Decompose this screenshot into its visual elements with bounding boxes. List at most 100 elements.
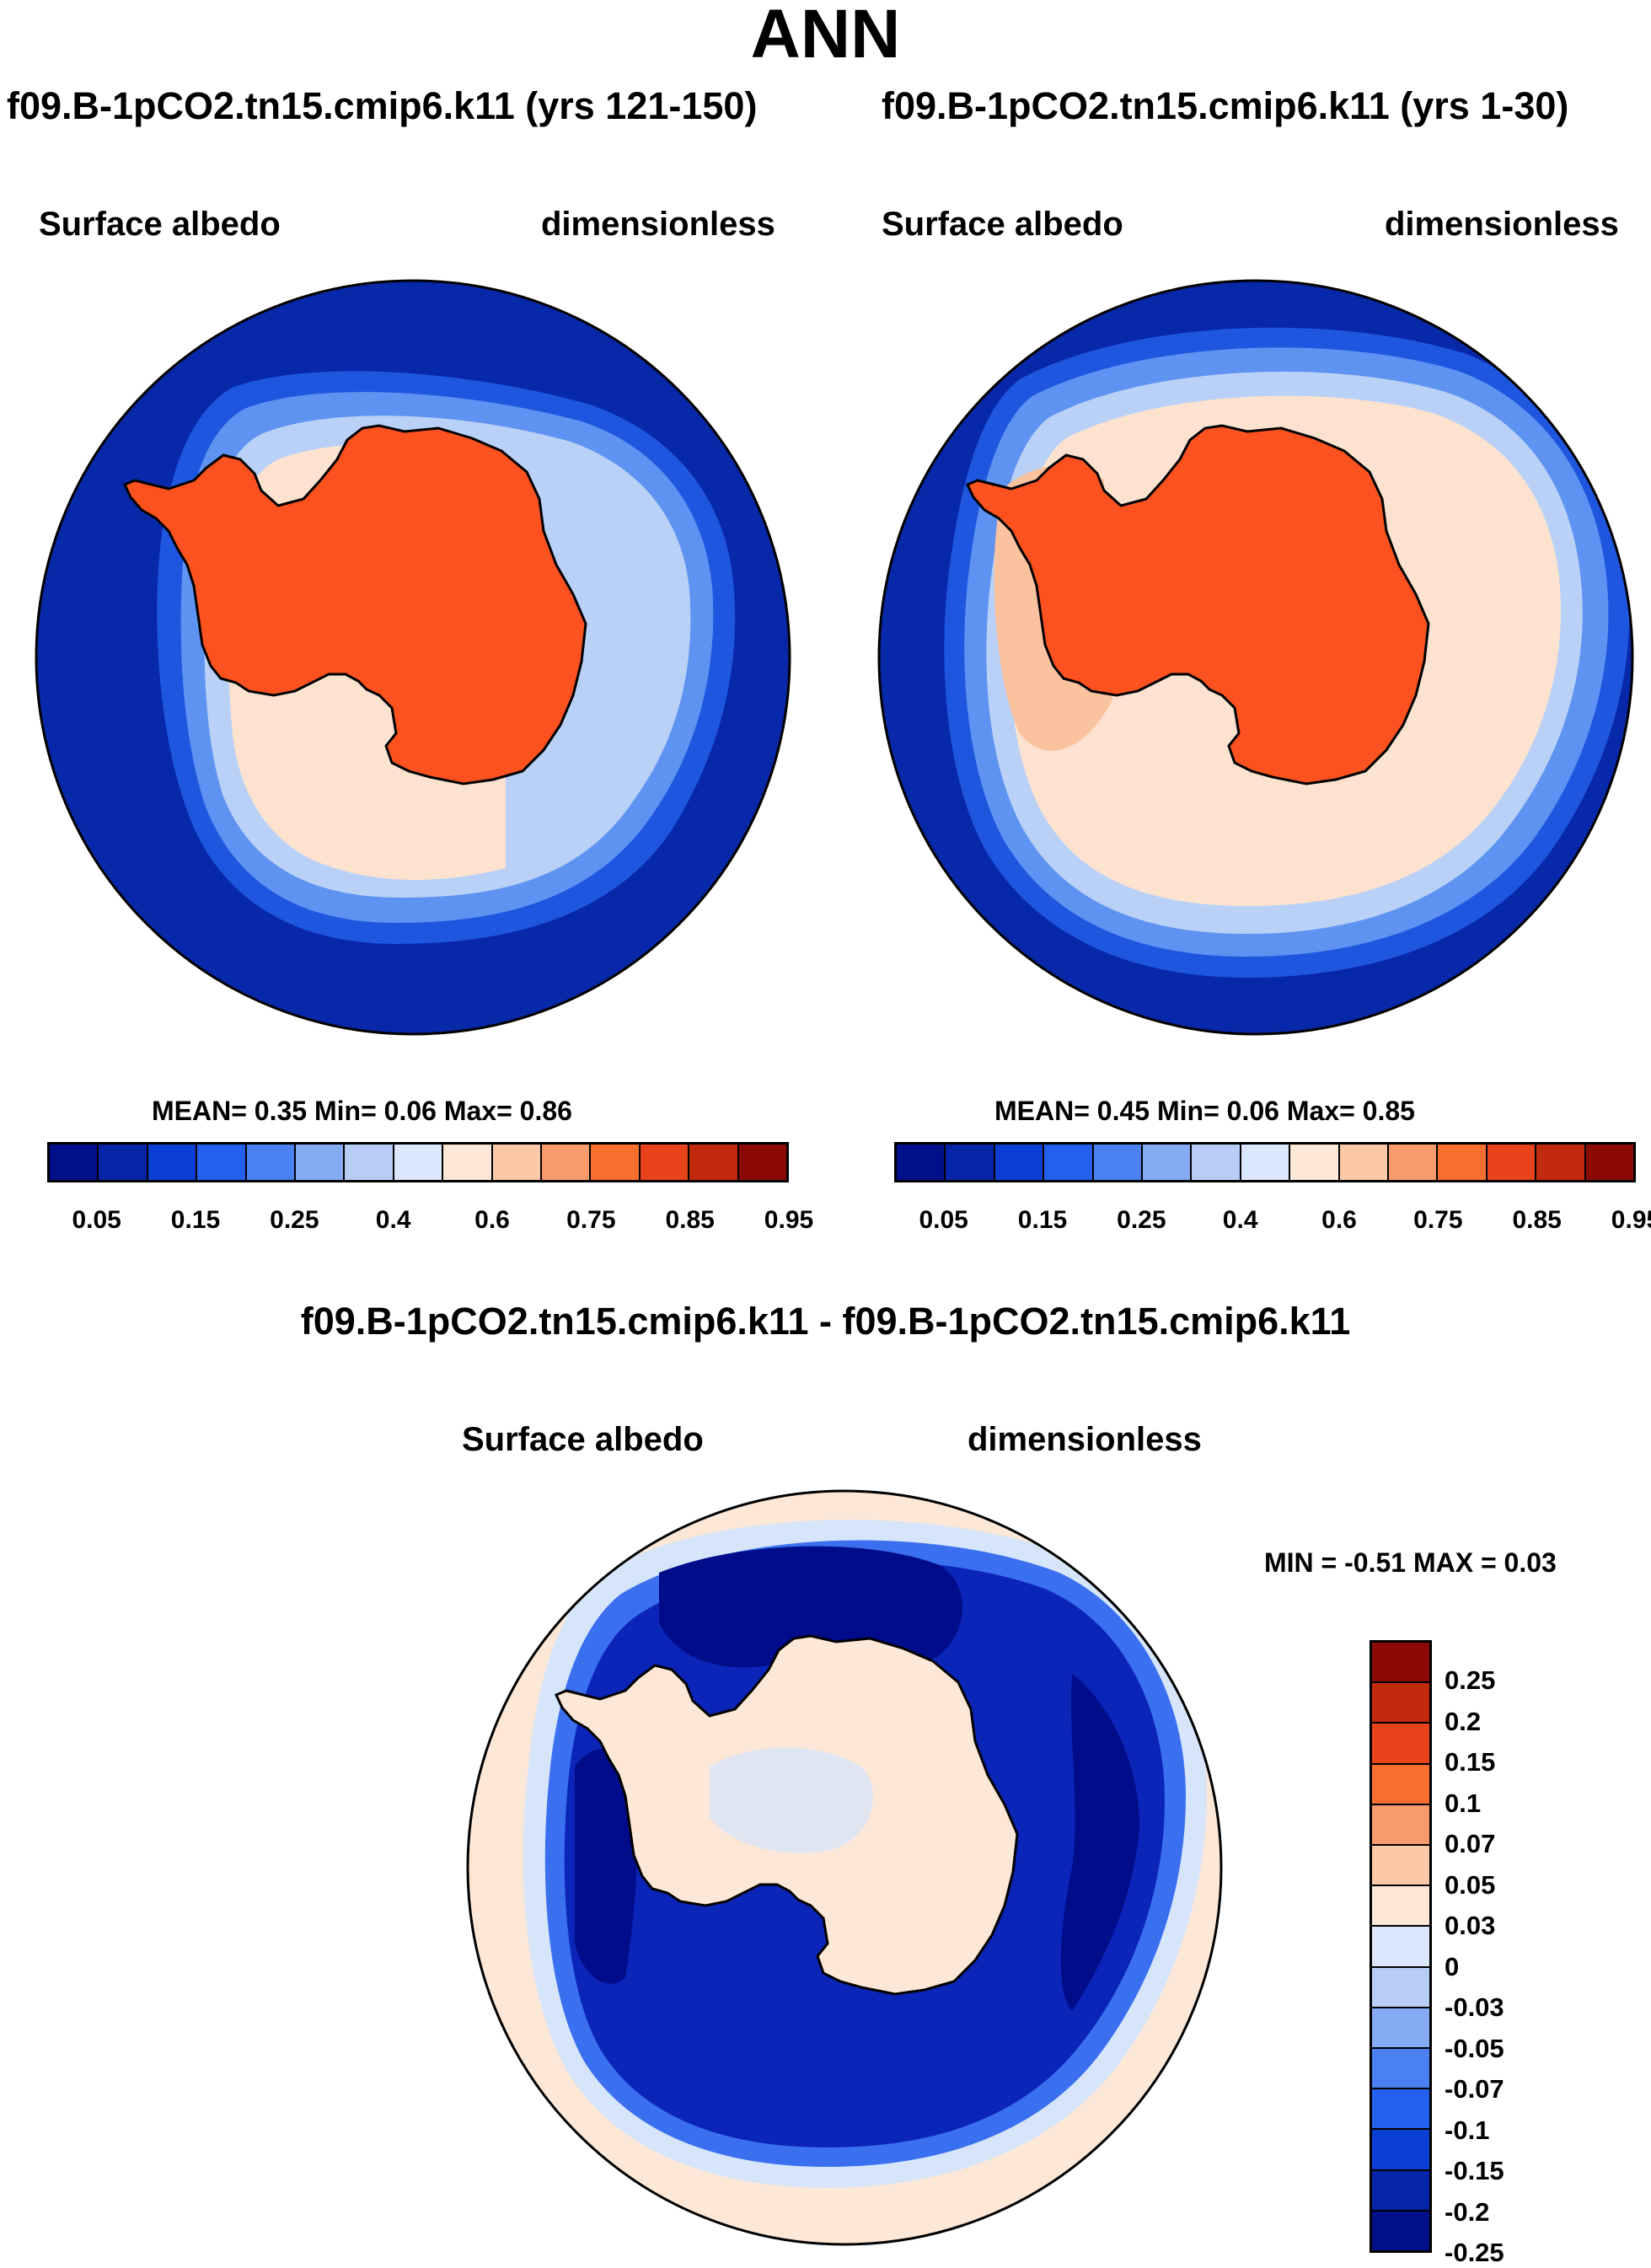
colorbar-tick-label: 0.25 [1117, 1206, 1166, 1234]
colorbar-swatch [296, 1145, 346, 1180]
diff-colorbar-tick-label: -0.15 [1445, 2156, 1504, 2186]
colorbar-tick-label: 0.25 [270, 1206, 319, 1234]
colorbar-tick-label: 0.15 [1017, 1206, 1068, 1234]
colorbar-swatch [1044, 1145, 1094, 1180]
colorbar-swatch [50, 1145, 99, 1180]
diff-colorbar-tick-label: -0.2 [1445, 2196, 1490, 2227]
colorbar-swatch [147, 1145, 198, 1180]
diff-colorbar-swatch [1372, 1683, 1429, 1724]
diff-colorbar-swatch [1372, 1967, 1429, 2008]
colorbar-swatch [1389, 1145, 1439, 1180]
diff-colorbar-swatch [1372, 1643, 1429, 1684]
colorbar-tick-label: 0.4 [1222, 1206, 1258, 1234]
colorbar-swatch [197, 1145, 247, 1180]
colorbar-tick-label: 0.75 [566, 1206, 616, 1234]
right-map-antarctica [965, 424, 1430, 785]
left-polar-map [35, 279, 791, 1036]
diff-colorbar-tick-label: -0.07 [1445, 2074, 1504, 2104]
diff-colorbar-swatch [1372, 1846, 1429, 1887]
colorbar-swatch [1290, 1145, 1340, 1180]
colorbar-swatch [897, 1145, 946, 1180]
left-map-antarctica [122, 424, 587, 785]
colorbar-swatch [1536, 1145, 1586, 1180]
colorbar-swatch [1093, 1145, 1144, 1180]
diff-colorbar-swatch [1372, 1764, 1429, 1805]
diff-colorbar-tick-label: 0.07 [1445, 1829, 1496, 1859]
colorbar-tick-label: 0.15 [170, 1206, 221, 1234]
colorbar-swatch [1241, 1145, 1291, 1180]
colorbar-swatch [1585, 1145, 1634, 1180]
diff-colorbar-tick-label: 0 [1445, 1951, 1460, 1981]
diff-title: f09.B-1pCO2.tn15.cmip6.k11 - f09.B-1pCO2… [300, 1300, 1351, 1343]
right-case-title: f09.B-1pCO2.tn15.cmip6.k11 (yrs 1-30) [882, 84, 1569, 127]
colorbar-swatch [99, 1145, 148, 1180]
diff-colorbar-swatch [1372, 2049, 1429, 2090]
colorbar-swatch [542, 1145, 592, 1180]
left-case-title: f09.B-1pCO2.tn15.cmip6.k11 (yrs 121-150) [7, 84, 758, 127]
diff-colorbar-swatch [1372, 2130, 1429, 2171]
diff-colorbar-swatch [1372, 1804, 1429, 1847]
colorbar-swatch [1143, 1145, 1193, 1180]
left-variable-label: Surface albedo [39, 206, 281, 243]
diff-colorbar-tick-label: 0.2 [1445, 1706, 1482, 1736]
diff-colorbar-tick-label: 0.05 [1445, 1869, 1496, 1900]
colorbar-swatch [345, 1145, 394, 1180]
diff-colorbar-tick-label: 0.1 [1445, 1788, 1482, 1818]
colorbar-swatch [946, 1145, 995, 1180]
colorbar-tick-label: 0.4 [375, 1206, 411, 1234]
colorbar-tick-label: 0.95 [1611, 1206, 1651, 1234]
colorbar-swatch [1339, 1145, 1390, 1180]
diff-colorbar-tick-label: -0.03 [1445, 1992, 1504, 2023]
colorbar-swatch [994, 1145, 1045, 1180]
diff-polar-map [466, 1489, 1223, 2246]
diff-colorbar-tick-label: -0.05 [1445, 2033, 1504, 2063]
diff-colorbar-tick-label: 0.15 [1445, 1747, 1496, 1777]
diff-map-deep-region [659, 1546, 962, 1668]
colorbar-swatch [1438, 1145, 1488, 1180]
colorbar-swatch [640, 1145, 690, 1180]
colorbar-tick-label: 0.85 [665, 1206, 715, 1234]
page-title: ANN [750, 0, 901, 72]
colorbar-swatch [738, 1145, 787, 1180]
left-units-label: dimensionless [541, 206, 775, 243]
diff-colorbar [1370, 1640, 1432, 2253]
diff-minmax: MIN = -0.51 MAX = 0.03 [1264, 1547, 1557, 1578]
right-variable-label: Surface albedo [882, 206, 1123, 243]
colorbar-swatch [1192, 1145, 1241, 1180]
colorbar-tick-label: 0.75 [1413, 1206, 1463, 1234]
colorbar-tick-label: 0.05 [72, 1206, 121, 1234]
colorbar-tick-label: 0.6 [1321, 1206, 1357, 1234]
diff-colorbar-swatch [1372, 2089, 1429, 2131]
colorbar-tick-label: 0.95 [764, 1206, 814, 1234]
colorbar-swatch [689, 1145, 739, 1180]
right-stats: MEAN= 0.45 Min= 0.06 Max= 0.85 [994, 1096, 1415, 1126]
colorbar-tick-label: 0.05 [919, 1206, 968, 1234]
diff-map-deep-region-2 [575, 1748, 638, 1984]
diff-colorbar-swatch [1372, 1927, 1429, 1968]
colorbar-tick-label: 0.6 [474, 1206, 510, 1234]
colorbar-swatch [246, 1145, 297, 1180]
diff-colorbar-swatch [1372, 2008, 1429, 2050]
diff-map-land-pale-patch [710, 1747, 874, 1853]
diff-map-deep-region-3 [1060, 1674, 1139, 2011]
colorbar-swatch [443, 1145, 493, 1180]
right-units-label: dimensionless [1385, 206, 1619, 243]
diff-colorbar-swatch [1372, 1886, 1429, 1928]
diff-colorbar-swatch [1372, 1724, 1429, 1765]
right-colorbar [894, 1142, 1636, 1182]
diff-units-label: dimensionless [968, 1421, 1202, 1458]
diff-colorbar-tick-label: 0.25 [1445, 1665, 1496, 1696]
left-stats: MEAN= 0.35 Min= 0.06 Max= 0.86 [152, 1096, 572, 1126]
colorbar-tick-label: 0.85 [1512, 1206, 1562, 1234]
diff-colorbar-tick-label: 0.03 [1445, 1911, 1496, 1941]
colorbar-swatch [492, 1145, 543, 1180]
left-colorbar [47, 1142, 789, 1182]
right-polar-map [877, 279, 1634, 1036]
colorbar-swatch [394, 1145, 444, 1180]
diff-colorbar-tick-label: -0.1 [1445, 2115, 1490, 2145]
diff-colorbar-swatch [1372, 2211, 1429, 2251]
diff-colorbar-tick-label: -0.25 [1445, 2238, 1504, 2267]
diff-colorbar-swatch [1372, 2170, 1429, 2212]
diff-variable-label: Surface albedo [462, 1421, 704, 1458]
colorbar-swatch [1487, 1145, 1537, 1180]
